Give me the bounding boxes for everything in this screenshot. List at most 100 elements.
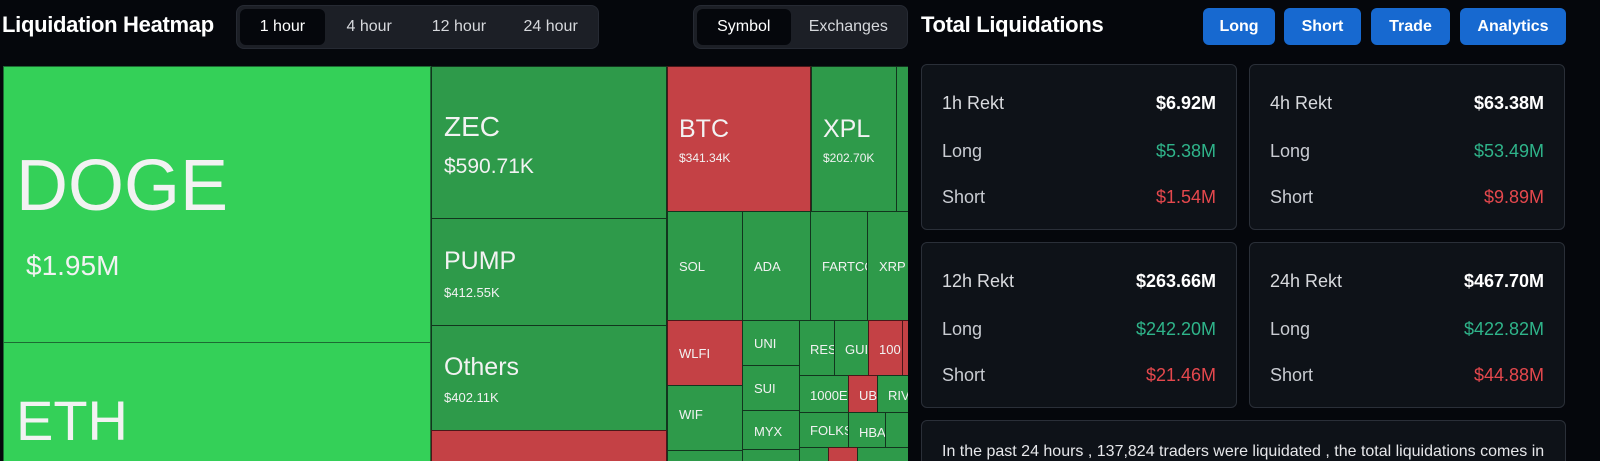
trade-button[interactable]: Trade bbox=[1371, 8, 1450, 45]
rekt-card-12h: 12h Rekt $263.66M Long $242.20M Short $2… bbox=[921, 242, 1237, 408]
long-label: Long bbox=[1270, 319, 1311, 339]
tile-symbol: BTC bbox=[679, 115, 729, 143]
rekt-total: $467.70M bbox=[1463, 271, 1544, 291]
view-mode-selector: Symbol Exchanges bbox=[693, 5, 908, 49]
tile-xrp[interactable]: XRP bbox=[867, 211, 908, 321]
timeframe-24h-button[interactable]: 24 hour bbox=[523, 18, 578, 35]
tile-value: $341.34K bbox=[679, 151, 731, 165]
view-symbol-button[interactable]: Symbol bbox=[697, 9, 791, 45]
short-label: Short bbox=[942, 187, 986, 207]
tile-wif[interactable]: WIF bbox=[667, 385, 743, 451]
tile-xpl[interactable]: XPL $202.70K bbox=[811, 66, 897, 212]
short-value: $44.88M bbox=[1473, 365, 1544, 385]
long-value: $5.38M bbox=[1155, 141, 1216, 161]
rekt-label: 12h Rekt bbox=[942, 271, 1015, 291]
short-value: $1.54M bbox=[1155, 187, 1216, 207]
tile-unlabeled[interactable] bbox=[431, 430, 667, 461]
tile-symbol: 1000E bbox=[810, 388, 848, 403]
rekt-total: $263.66M bbox=[1135, 271, 1216, 291]
tile-value: $202.70K bbox=[823, 151, 875, 165]
tile-100[interactable]: 100 bbox=[868, 320, 903, 376]
tile-symbol: RES bbox=[810, 342, 835, 357]
tile-fartco[interactable]: FARTCO bbox=[810, 211, 868, 321]
liquidation-summary-card: In the past 24 hours , 137,824 traders w… bbox=[921, 420, 1566, 461]
timeframe-selector: 1 hour 4 hour 12 hour 24 hour bbox=[236, 5, 599, 49]
tile-value: $412.55K bbox=[444, 285, 500, 300]
tile-btc[interactable]: BTC $341.34K bbox=[667, 66, 811, 212]
tile-sui[interactable]: SUI bbox=[742, 365, 800, 411]
tile-symbol: SUI bbox=[754, 381, 776, 396]
tile-zec[interactable]: ZEC $590.71K bbox=[431, 66, 667, 219]
tile-unlabeled[interactable] bbox=[857, 447, 908, 461]
tile-wlfi[interactable]: WLFI bbox=[667, 320, 743, 386]
tile-res[interactable]: RES bbox=[799, 320, 835, 376]
tile-sol[interactable]: SOL bbox=[667, 211, 743, 321]
tile-symbol: DOGE bbox=[16, 146, 229, 226]
tile-symbol: FARTCO bbox=[822, 259, 867, 274]
tile-unlabeled[interactable] bbox=[742, 449, 800, 461]
view-exchanges-button[interactable]: Exchanges bbox=[808, 18, 888, 35]
tile-symbol: HBA bbox=[859, 425, 886, 440]
tile-symbol: UNI bbox=[754, 336, 777, 351]
tile-symbol: ETH bbox=[16, 389, 128, 452]
tile-folks[interactable]: FOLKS bbox=[799, 412, 849, 448]
tile-symbol: XRP bbox=[879, 259, 906, 274]
analytics-button[interactable]: Analytics bbox=[1460, 8, 1566, 45]
tile-symbol: UB bbox=[859, 388, 878, 403]
rekt-label: 4h Rekt bbox=[1270, 93, 1333, 113]
tile-gui[interactable]: GUI bbox=[834, 320, 869, 376]
tile-symbol: FOLKS bbox=[810, 423, 849, 438]
rekt-total: $6.92M bbox=[1155, 93, 1216, 113]
tile-unlabeled[interactable] bbox=[885, 412, 908, 448]
timeframe-12h-button[interactable]: 12 hour bbox=[431, 18, 487, 35]
tile-unlabeled[interactable] bbox=[902, 320, 908, 376]
tile-others[interactable]: Others $402.11K bbox=[431, 325, 667, 431]
tile-symbol: XPL bbox=[823, 115, 871, 143]
liquidation-treemap: DOGE $1.95M ETH ZEC $590.71K PUMP $412.5… bbox=[3, 66, 908, 461]
tile-eth[interactable]: ETH bbox=[3, 342, 431, 461]
long-label: Long bbox=[942, 141, 983, 161]
tile-hba[interactable]: HBA bbox=[848, 412, 886, 448]
tile-symbol: Others bbox=[444, 353, 520, 381]
tile-unlabeled[interactable] bbox=[828, 447, 858, 461]
timeframe-4h-button[interactable]: 4 hour bbox=[346, 18, 392, 35]
tile-value: $402.11K bbox=[444, 390, 499, 405]
short-value: $9.89M bbox=[1483, 187, 1544, 207]
tile-value: $590.71K bbox=[444, 155, 534, 178]
long-value: $53.49M bbox=[1473, 141, 1544, 161]
tile-unlabeled[interactable] bbox=[896, 66, 908, 212]
long-button[interactable]: Long bbox=[1203, 8, 1275, 45]
tile-symbol: ADA bbox=[754, 259, 781, 274]
tile-symbol: GUI bbox=[845, 342, 869, 357]
tile-1000e[interactable]: 1000E bbox=[799, 375, 849, 413]
rekt-label: 24h Rekt bbox=[1270, 271, 1343, 291]
liquidations-title: Total Liquidations bbox=[921, 12, 1104, 37]
rekt-label: 1h Rekt bbox=[942, 93, 1005, 113]
short-value: $21.46M bbox=[1145, 365, 1216, 385]
tile-unlabeled[interactable] bbox=[799, 447, 829, 461]
tile-doge[interactable]: DOGE $1.95M bbox=[3, 66, 431, 343]
tile-symbol: ZEC bbox=[444, 111, 500, 142]
long-value: $422.82M bbox=[1463, 319, 1544, 339]
tile-ub[interactable]: UB bbox=[848, 375, 878, 413]
tile-symbol: WIF bbox=[679, 407, 703, 422]
tile-symbol: 100 bbox=[879, 342, 901, 357]
short-button[interactable]: Short bbox=[1284, 8, 1361, 45]
tile-unlabeled[interactable] bbox=[667, 450, 743, 461]
timeframe-1h-button[interactable]: 1 hour bbox=[240, 9, 325, 45]
rekt-total: $63.38M bbox=[1473, 93, 1544, 113]
short-label: Short bbox=[942, 365, 986, 385]
tile-symbol: RIV bbox=[888, 388, 908, 403]
short-label: Short bbox=[1270, 187, 1314, 207]
tile-pump[interactable]: PUMP $412.55K bbox=[431, 218, 667, 326]
tile-myx[interactable]: MYX bbox=[742, 410, 800, 450]
liquidation-summary-text: In the past 24 hours , 137,824 traders w… bbox=[942, 443, 1545, 460]
tile-riv[interactable]: RIV bbox=[877, 375, 908, 413]
long-value: $242.20M bbox=[1135, 319, 1216, 339]
short-label: Short bbox=[1270, 365, 1314, 385]
heatmap-title: Liquidation Heatmap bbox=[2, 12, 214, 37]
tile-ada[interactable]: ADA bbox=[742, 211, 811, 321]
tile-uni[interactable]: UNI bbox=[742, 320, 800, 366]
tile-symbol: WLFI bbox=[679, 346, 711, 361]
long-label: Long bbox=[1270, 141, 1311, 161]
